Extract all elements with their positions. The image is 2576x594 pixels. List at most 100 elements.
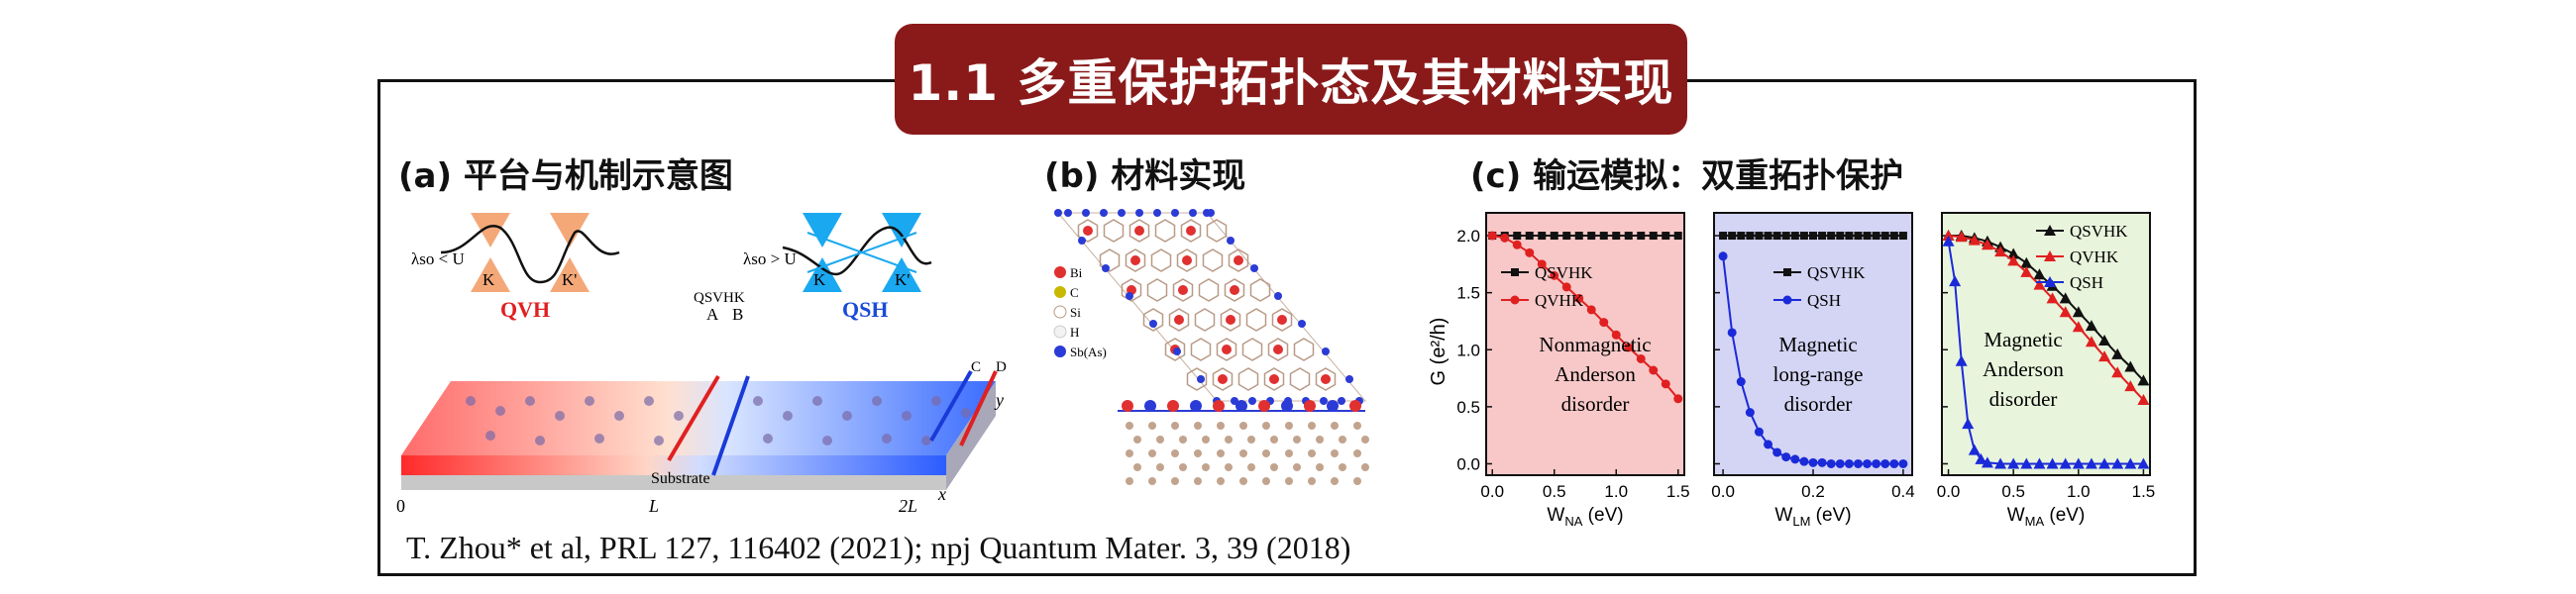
disorder-label: Nonmagnetic xyxy=(1539,333,1651,356)
data-point xyxy=(1746,232,1755,241)
y-tick: 1.5 xyxy=(1456,284,1480,303)
data-point xyxy=(1550,232,1558,241)
element-legend: Bi C Si H Sb(As) xyxy=(1053,265,1107,359)
data-point xyxy=(1826,458,1836,468)
y-tick: 1.0 xyxy=(1456,341,1480,359)
data-point xyxy=(1898,232,1907,241)
x-axis-label: WLM (eV) xyxy=(1774,505,1851,529)
data-point xyxy=(2046,292,2059,304)
qsvhk-label: QSVHK xyxy=(694,290,745,306)
data-point xyxy=(2020,256,2033,268)
legend-qsvhk: QSVHK xyxy=(1535,263,1593,282)
disorder-label: disorder xyxy=(1784,392,1853,416)
data-point xyxy=(1525,248,1535,257)
disorder-label: Magnetic xyxy=(1778,333,1857,356)
data-point xyxy=(1550,270,1559,280)
data-point xyxy=(1880,458,1890,468)
x-tick: 0.2 xyxy=(1801,482,1825,501)
x-axis-label: WNA (eV) xyxy=(1547,505,1623,529)
svg-text:Si: Si xyxy=(1070,305,1081,320)
k-label-left: K xyxy=(483,270,495,289)
svg-text:L: L xyxy=(648,496,659,516)
data-point xyxy=(2111,457,2124,469)
data-point xyxy=(2098,350,2111,362)
data-point xyxy=(2033,278,2046,290)
x-axis-label: WMA (eV) xyxy=(2007,505,2086,529)
dirac-cones-qvh xyxy=(471,213,590,292)
data-point xyxy=(2085,336,2097,347)
svg-text:K': K' xyxy=(895,270,910,289)
legend-qsvhk: QSVHK xyxy=(1807,263,1866,282)
y-axis-label: G (e²/h) xyxy=(1428,318,1449,386)
data-point xyxy=(1525,232,1534,241)
svg-text:2L: 2L xyxy=(899,496,917,516)
citation: T. Zhou* et al, PRL 127, 116402 (2021); … xyxy=(406,530,1351,565)
data-point xyxy=(1673,232,1682,241)
data-point xyxy=(2033,268,2046,280)
data-point xyxy=(1994,246,2007,257)
data-point xyxy=(1487,231,1497,241)
edge-arrow-red xyxy=(667,374,720,462)
svg-text:y: y xyxy=(994,390,1004,410)
data-point xyxy=(1574,293,1584,303)
svg-text:D: D xyxy=(996,359,1007,375)
svg-text:H: H xyxy=(1070,325,1079,340)
svg-text:C: C xyxy=(1070,285,1079,300)
data-point xyxy=(1845,232,1854,241)
data-point xyxy=(1513,232,1522,241)
cond1: λso < U xyxy=(411,249,465,268)
panel-a-schematic: λso < U K K' QVH λso > U K K' QSH QSVHK … xyxy=(396,213,1007,516)
data-point xyxy=(1889,458,1899,468)
disorder-label: Anderson xyxy=(1555,362,1636,386)
data-point xyxy=(1790,454,1800,464)
plot-1: 0.0 0.5 1.0 1.5 2.0 0.0 0.5 1.0 1.5 WNA (eV) QSVHK… xyxy=(1456,212,1690,529)
data-point xyxy=(2124,360,2137,372)
data-point xyxy=(1649,365,1659,375)
data-point xyxy=(1962,418,1975,430)
data-point xyxy=(1636,353,1646,363)
data-point xyxy=(1736,377,1746,387)
data-point xyxy=(1942,235,1955,247)
panel-b-label: (b) 材料实现 xyxy=(1044,156,1246,196)
data-point xyxy=(1968,444,1981,455)
data-point xyxy=(1728,232,1737,241)
data-point xyxy=(1673,394,1683,404)
data-point xyxy=(1586,305,1596,315)
data-point xyxy=(2007,248,2020,259)
data-point xyxy=(2137,457,2150,469)
data-point xyxy=(2072,306,2085,318)
lattice-top-view xyxy=(1054,209,1367,405)
slide-title: 1.1 多重保护拓扑态及其材料实现 xyxy=(895,24,1687,135)
data-point xyxy=(2020,265,2033,277)
data-point xyxy=(1599,232,1608,241)
data-point xyxy=(1624,232,1633,241)
series-line-qsvhk xyxy=(1948,235,2145,382)
data-point xyxy=(2059,457,2072,469)
data-point xyxy=(1599,318,1609,328)
data-point xyxy=(2098,457,2111,469)
data-point xyxy=(1538,232,1547,241)
data-point xyxy=(1755,232,1764,241)
x-tick: 0.0 xyxy=(1711,482,1735,501)
data-point xyxy=(1942,230,1955,242)
data-point xyxy=(1853,458,1863,468)
disorder-label: disorder xyxy=(1561,392,1630,416)
data-point xyxy=(1719,232,1728,241)
data-point xyxy=(1745,408,1755,418)
data-point xyxy=(1649,232,1658,241)
data-point xyxy=(2098,335,2111,346)
legend-qsvhk: QSVHK xyxy=(2070,222,2128,241)
data-point xyxy=(1844,458,1854,468)
data-point xyxy=(1772,447,1782,457)
data-point xyxy=(1737,232,1746,241)
x-tick: 0.0 xyxy=(1480,482,1504,501)
edge-arrow-blue xyxy=(711,375,750,476)
data-point xyxy=(1624,343,1634,352)
data-point xyxy=(2085,457,2097,469)
data-point xyxy=(1637,232,1646,241)
data-point xyxy=(1981,239,1993,250)
x-tick: 1.0 xyxy=(1604,482,1628,501)
data-point xyxy=(1818,232,1827,241)
data-point xyxy=(1809,232,1817,241)
data-point xyxy=(1808,457,1818,467)
